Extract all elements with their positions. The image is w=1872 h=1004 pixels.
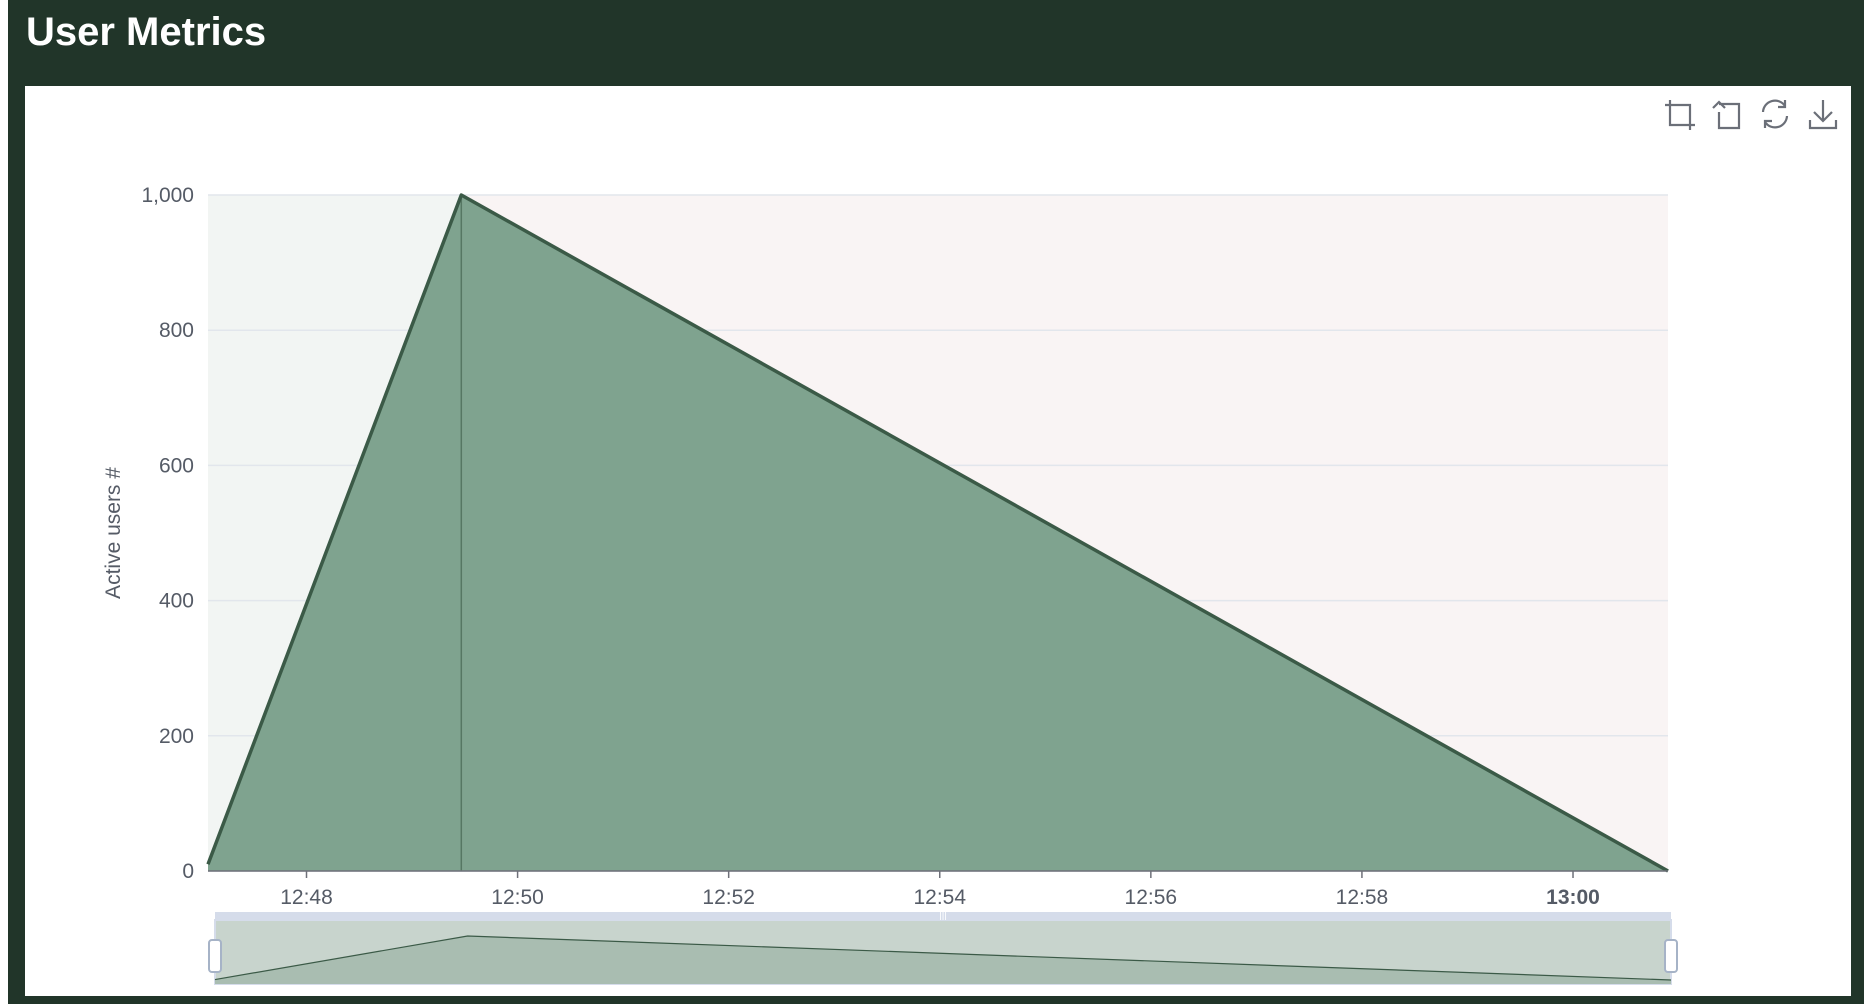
x-tick-label: 12:52 <box>702 886 755 909</box>
x-tick-label: 12:48 <box>280 886 333 909</box>
chart-toolbox <box>1661 96 1841 132</box>
data-zoom-slider[interactable]: ||| <box>208 910 1678 985</box>
x-tick-label: 12:56 <box>1125 886 1178 909</box>
data-zoom-left-handle[interactable] <box>208 939 222 973</box>
y-tick-label: 1,000 <box>141 184 194 207</box>
download-icon[interactable] <box>1805 96 1841 132</box>
zoom-icon[interactable] <box>1661 96 1697 132</box>
data-zoom-preview-line <box>214 935 1672 981</box>
x-tick-label: 13:00 <box>1546 886 1600 909</box>
zoom-reset-icon[interactable] <box>1709 96 1745 132</box>
y-tick-label: 600 <box>159 454 194 477</box>
page-title: User Metrics <box>26 10 267 54</box>
data-zoom-grip-icon: ||| <box>939 910 947 921</box>
y-tick-label: 200 <box>159 725 194 748</box>
data-zoom-right-handle[interactable] <box>1664 939 1678 973</box>
data-zoom-preview-area <box>215 936 1671 984</box>
x-tick-label: 12:50 <box>491 886 544 909</box>
series-area <box>208 195 1668 871</box>
restore-icon[interactable] <box>1757 96 1793 132</box>
x-tick-label: 12:58 <box>1336 886 1389 909</box>
y-tick-label: 400 <box>159 590 194 613</box>
y-tick-label: 800 <box>159 319 194 342</box>
x-tick-label: 12:54 <box>913 886 966 909</box>
y-axis-title: Active users # <box>102 467 125 599</box>
data-zoom-handle-bar <box>215 912 1671 922</box>
y-tick-label: 0 <box>182 860 194 883</box>
